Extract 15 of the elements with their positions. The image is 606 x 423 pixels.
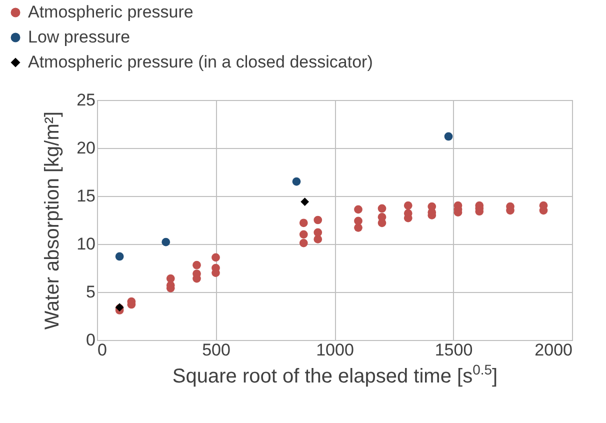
- y-tick-label: 10: [76, 234, 96, 254]
- y-axis-title: Water absorption [kg/m²]: [42, 111, 64, 330]
- y-tick-label: 20: [76, 138, 96, 158]
- x-tick-label: 2000: [534, 340, 572, 360]
- x-tick-label: 1000: [316, 340, 354, 360]
- x-tick-label: 1500: [434, 340, 473, 360]
- y-tick-label: 5: [86, 282, 96, 302]
- legend-label: Atmospheric pressure: [28, 2, 194, 22]
- x-axis-title: Square root of the elapsed time [s$^{0.5}$]: [172, 362, 498, 388]
- x-tick-label: 500: [202, 340, 230, 360]
- legend-label: Low pressure: [28, 28, 130, 46]
- x-tick-label: 0: [98, 340, 107, 360]
- y-tick-label: 25: [76, 90, 96, 110]
- legend-label: Atmospheric pressure (in a closed dessicator): [28, 52, 373, 72]
- y-tick-label: 15: [76, 186, 96, 206]
